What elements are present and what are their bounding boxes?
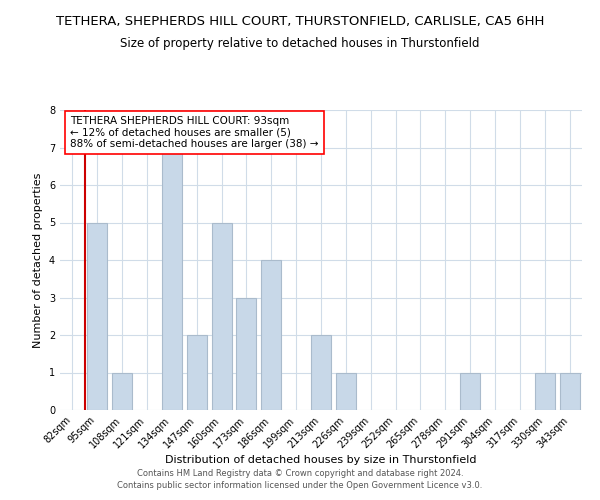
Bar xyxy=(560,372,580,410)
Bar xyxy=(187,335,206,410)
Bar xyxy=(162,148,182,410)
Bar xyxy=(460,372,480,410)
Text: TETHERA SHEPHERDS HILL COURT: 93sqm
← 12% of detached houses are smaller (5)
88%: TETHERA SHEPHERDS HILL COURT: 93sqm ← 12… xyxy=(70,116,319,149)
Bar xyxy=(212,222,232,410)
Text: Contains HM Land Registry data © Crown copyright and database right 2024.: Contains HM Land Registry data © Crown c… xyxy=(137,468,463,477)
Y-axis label: Number of detached properties: Number of detached properties xyxy=(34,172,43,348)
Bar xyxy=(112,372,132,410)
Bar xyxy=(88,222,107,410)
Text: TETHERA, SHEPHERDS HILL COURT, THURSTONFIELD, CARLISLE, CA5 6HH: TETHERA, SHEPHERDS HILL COURT, THURSTONF… xyxy=(56,15,544,28)
Bar xyxy=(336,372,356,410)
Bar xyxy=(311,335,331,410)
X-axis label: Distribution of detached houses by size in Thurstonfield: Distribution of detached houses by size … xyxy=(165,456,477,466)
Bar xyxy=(262,260,281,410)
Text: Size of property relative to detached houses in Thurstonfield: Size of property relative to detached ho… xyxy=(120,38,480,51)
Text: Contains public sector information licensed under the Open Government Licence v3: Contains public sector information licen… xyxy=(118,481,482,490)
Bar xyxy=(236,298,256,410)
Bar xyxy=(535,372,554,410)
